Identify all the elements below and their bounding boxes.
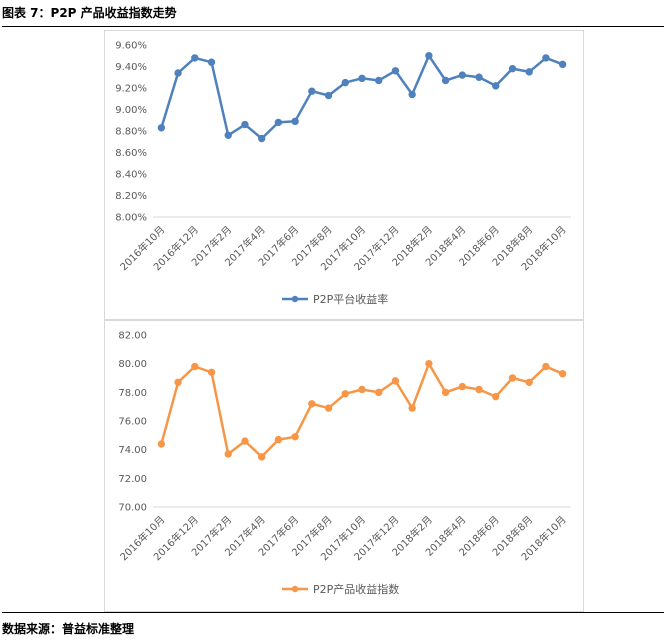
series-line xyxy=(160,54,564,140)
data-point xyxy=(492,82,500,90)
data-point xyxy=(358,385,366,394)
data-point xyxy=(492,392,500,401)
data-point xyxy=(191,54,199,62)
y-tick-label: 80.00 xyxy=(118,359,147,370)
data-point xyxy=(391,377,400,385)
chart-yield-rate: 8.00% 8.20% 8.40% 8.60% 8.80% 9.00% 9.20% 9.40%… xyxy=(104,30,584,320)
data-point xyxy=(391,67,400,75)
data-point xyxy=(458,382,467,391)
legend-marker xyxy=(291,295,299,303)
data-point xyxy=(542,54,550,62)
y-tick-label: 74.00 xyxy=(118,445,147,456)
legend-label: P2P产品收益指数 xyxy=(313,582,399,596)
data-point xyxy=(308,87,316,95)
data-point xyxy=(241,120,249,129)
data-point xyxy=(425,359,433,368)
data-point xyxy=(441,388,450,397)
y-tick-label: 8.40% xyxy=(115,170,147,181)
data-point xyxy=(274,118,283,127)
data-point xyxy=(224,131,232,140)
data-point xyxy=(257,453,266,461)
y-tick-label: 8.20% xyxy=(115,191,147,202)
data-point xyxy=(257,134,266,143)
y-tick-label: 82.00 xyxy=(118,331,147,342)
data-point xyxy=(174,69,182,77)
data-point xyxy=(558,60,567,69)
legend-label: P2P平台收益率 xyxy=(313,292,388,306)
y-tick-label: 9.40% xyxy=(115,62,147,73)
y-tick-label: 9.20% xyxy=(115,84,147,95)
y-tick-label: 76.00 xyxy=(118,417,147,428)
data-point xyxy=(558,370,567,378)
y-tick-label: 8.60% xyxy=(115,148,147,159)
data-point xyxy=(542,362,550,371)
y-tick-label: 70.00 xyxy=(118,503,147,514)
data-point xyxy=(408,90,416,99)
data-point xyxy=(441,76,450,85)
data-point xyxy=(408,404,416,412)
series-line xyxy=(160,362,564,459)
data-point xyxy=(207,58,216,66)
data-point xyxy=(525,378,533,386)
data-point xyxy=(191,362,199,371)
data-point xyxy=(241,437,249,445)
y-tick-label: 9.00% xyxy=(115,105,147,116)
data-point xyxy=(207,368,216,376)
source-note: 数据来源：普益标准整理 xyxy=(2,622,135,636)
y-tick-label: 8.80% xyxy=(115,127,147,138)
data-point xyxy=(341,390,349,398)
chart-return-index: 70.00 72.00 74.00 76.00 78.00 80.00 82.00 2016年… xyxy=(104,320,584,612)
data-point xyxy=(274,435,283,444)
data-point xyxy=(324,404,333,412)
data-point xyxy=(475,385,483,394)
figure-title: 图表 7：P2P 产品收益指数走势 xyxy=(2,6,177,20)
data-point xyxy=(375,76,383,85)
data-point xyxy=(475,73,483,81)
data-point xyxy=(308,400,316,408)
chart-return-index-svg: 70.0072.0074.0076.0078.0080.0082.002016年… xyxy=(117,331,571,596)
y-tick-label: 9.60% xyxy=(115,41,147,52)
data-point xyxy=(291,117,299,126)
data-point xyxy=(425,52,433,60)
data-point xyxy=(224,450,232,458)
data-point xyxy=(341,78,349,87)
y-tick-label: 8.00% xyxy=(115,213,147,224)
source-rule xyxy=(2,612,664,613)
data-point xyxy=(174,378,182,386)
title-rule xyxy=(2,26,664,27)
data-point xyxy=(525,68,533,76)
legend-marker xyxy=(291,585,299,593)
y-tick-label: 78.00 xyxy=(118,388,147,399)
data-point xyxy=(157,124,166,132)
chart-yield-rate-svg: 8.00% 8.20% 8.40% 8.60% 8.80% 9.00% 9.20% 9.40%… xyxy=(115,41,571,306)
data-point xyxy=(291,433,299,441)
data-point xyxy=(508,64,517,73)
y-tick-label: 72.00 xyxy=(118,474,147,485)
data-point xyxy=(458,71,467,79)
data-point xyxy=(358,74,366,83)
data-point xyxy=(324,91,333,100)
data-point xyxy=(157,440,166,448)
data-point xyxy=(375,388,383,397)
data-point xyxy=(508,374,517,382)
